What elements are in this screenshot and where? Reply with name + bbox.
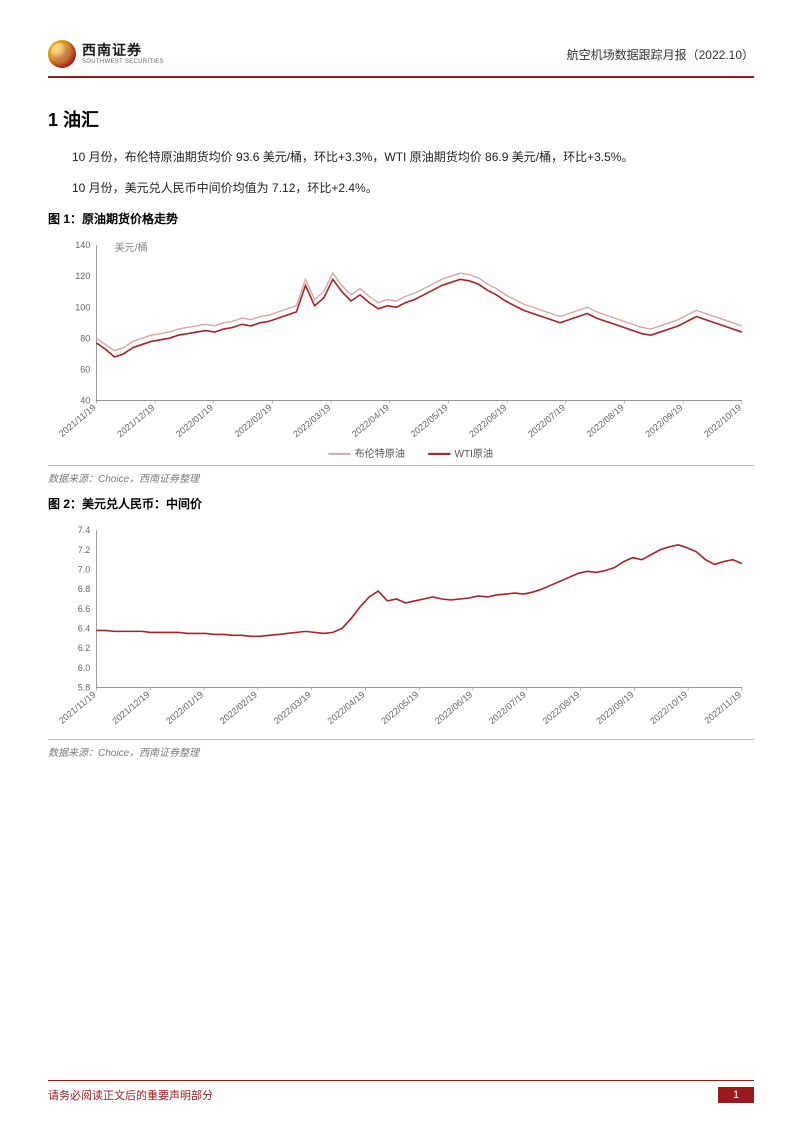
logo-icon [48,40,76,68]
svg-text:6.4: 6.4 [78,623,91,633]
svg-text:2022/11/19: 2022/11/19 [703,689,744,725]
figure-1-title: 图 1：原油期货价格走势 [48,210,754,227]
svg-text:7.4: 7.4 [78,525,91,535]
figure-2-title: 图 2：美元兑人民币：中间价 [48,495,754,512]
logo-block: 西南证券 SOUTHWEST SECURITIES [48,40,164,68]
svg-text:2022/05/19: 2022/05/19 [379,689,420,726]
paragraph-2: 10 月份，美元兑人民币中间价均值为 7.12，环比+2.4%。 [48,177,754,200]
svg-text:2022/01/19: 2022/01/19 [164,689,205,726]
svg-text:2022/04/19: 2022/04/19 [325,689,366,726]
footer-disclaimer: 请务必阅读正文后的重要声明部分 [48,1087,213,1103]
svg-text:2022/04/19: 2022/04/19 [350,402,391,439]
svg-text:6.0: 6.0 [78,662,91,672]
svg-text:6.2: 6.2 [78,643,91,653]
logo-name-en: SOUTHWEST SECURITIES [82,59,164,65]
oil-price-chart: 4060801001201402021/11/192021/12/192022/… [48,231,754,463]
svg-text:6.6: 6.6 [78,603,91,613]
svg-text:2022/10/19: 2022/10/19 [648,689,689,726]
page-footer: 请务必阅读正文后的重要声明部分 1 [48,1080,754,1103]
section-heading: 1 油汇 [48,106,754,132]
svg-text:2022/03/19: 2022/03/19 [291,402,332,439]
svg-text:2022/02/19: 2022/02/19 [233,402,274,439]
figure-1-source: 数据来源：Choice，西南证券整理 [48,465,754,485]
svg-text:2022/06/19: 2022/06/19 [433,689,474,726]
usdcny-chart: 5.86.06.26.46.66.87.07.27.42021/11/19202… [48,516,754,738]
svg-text:2022/09/19: 2022/09/19 [594,689,635,726]
svg-text:2021/11/19: 2021/11/19 [57,689,98,725]
svg-text:2021/12/19: 2021/12/19 [115,402,156,439]
svg-text:2022/10/19: 2022/10/19 [702,402,743,439]
paragraph-1: 10 月份，布伦特原油期货均价 93.6 美元/桶，环比+3.3%，WTI 原油… [48,146,754,169]
svg-text:100: 100 [75,302,90,312]
svg-text:2022/02/19: 2022/02/19 [218,689,259,726]
svg-text:WTI原油: WTI原油 [454,447,493,460]
svg-text:2021/11/19: 2021/11/19 [57,402,98,438]
logo-text: 西南证券 SOUTHWEST SECURITIES [82,43,164,65]
svg-text:2022/01/19: 2022/01/19 [174,402,215,439]
svg-text:120: 120 [75,271,90,281]
svg-text:140: 140 [75,240,90,250]
svg-text:布伦特原油: 布伦特原油 [355,447,405,460]
svg-text:2022/05/19: 2022/05/19 [409,402,450,439]
svg-text:2022/07/19: 2022/07/19 [487,689,528,726]
doc-title: 航空机场数据跟踪月报（2022.10） [567,46,754,63]
page-header: 西南证券 SOUTHWEST SECURITIES 航空机场数据跟踪月报（202… [48,40,754,78]
figure-2-chart: 5.86.06.26.46.66.87.07.27.42021/11/19202… [48,516,754,738]
svg-text:2022/03/19: 2022/03/19 [272,689,313,726]
figure-2-source: 数据来源：Choice，西南证券整理 [48,739,754,759]
svg-text:2022/07/19: 2022/07/19 [526,402,567,439]
figure-1-chart: 4060801001201402021/11/192021/12/192022/… [48,231,754,463]
svg-text:7.2: 7.2 [78,544,91,554]
svg-text:80: 80 [80,333,90,343]
svg-text:2022/08/19: 2022/08/19 [541,689,582,726]
svg-text:2022/09/19: 2022/09/19 [643,402,684,439]
page-number: 1 [718,1087,754,1103]
svg-text:2022/06/19: 2022/06/19 [467,402,508,439]
svg-text:7.0: 7.0 [78,564,91,574]
svg-text:6.8: 6.8 [78,584,91,594]
svg-text:2021/12/19: 2021/12/19 [110,689,151,726]
svg-text:2022/08/19: 2022/08/19 [585,402,626,439]
svg-text:美元/桶: 美元/桶 [115,241,148,254]
logo-name-cn: 西南证券 [82,43,164,57]
svg-text:60: 60 [80,364,90,374]
